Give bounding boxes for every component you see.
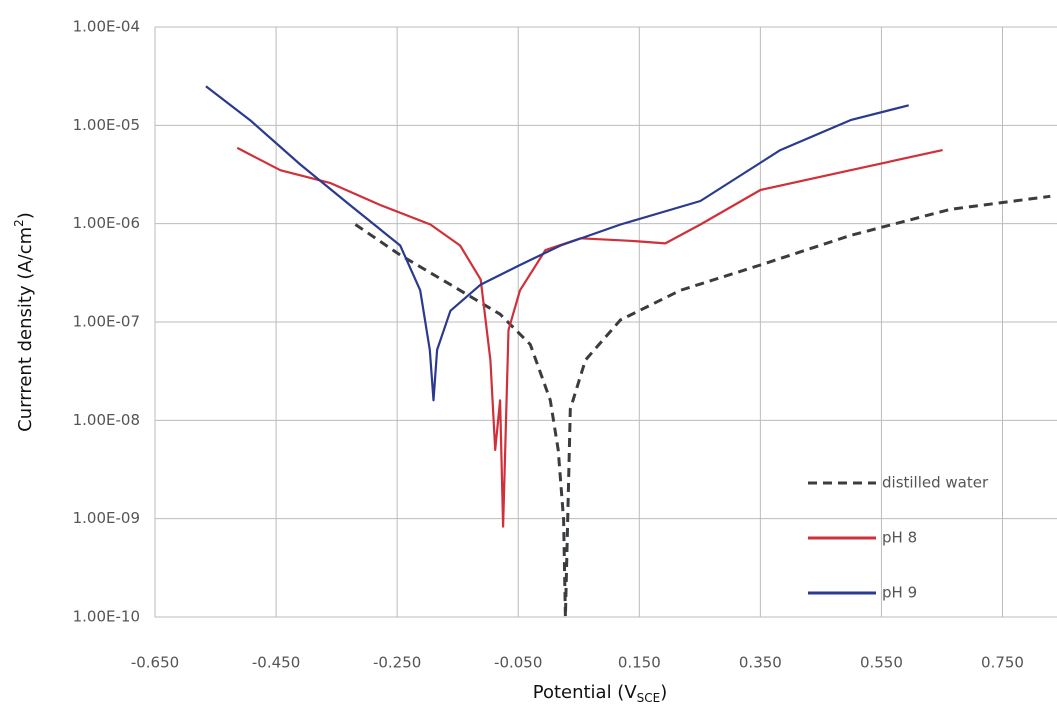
y-tick-label: 1.00E-08: [73, 411, 140, 429]
y-tick-label: 1.00E-05: [73, 116, 140, 134]
x-title-sub: SCE: [637, 691, 661, 705]
series-line: [237, 148, 942, 527]
y-axis-title: Currrent density (A/cm2): [12, 212, 37, 432]
x-title-text: Potential (V: [533, 682, 638, 703]
legend-label: distilled water: [882, 474, 989, 492]
x-tick-label: -0.050: [494, 654, 542, 672]
x-tick-label: -0.250: [373, 654, 421, 672]
legend-label: pH 8: [882, 529, 917, 547]
x-tick-label: 0.750: [981, 654, 1024, 672]
y-tick-label: 1.00E-10: [73, 608, 140, 626]
x-tick-label: -0.450: [252, 654, 300, 672]
x-tick-label: -0.650: [131, 654, 179, 672]
x-tick-label: 0.550: [860, 654, 903, 672]
y-tick-label: 1.00E-07: [73, 313, 140, 331]
y-title-end: ): [15, 212, 36, 219]
y-tick-label: 1.00E-06: [73, 214, 140, 232]
legend-label: pH 9: [882, 584, 917, 602]
x-tick-label: 0.150: [618, 654, 661, 672]
x-axis-title: Potential (VSCE): [533, 682, 668, 705]
series-line: [355, 196, 1050, 617]
series-line: [206, 86, 909, 400]
y-title-sup: 2: [12, 219, 26, 227]
x-tick-label: 0.350: [739, 654, 782, 672]
y-tick-label: 1.00E-09: [73, 509, 140, 527]
y-tick-label: 1.00E-04: [73, 18, 140, 36]
x-title-end: ): [660, 682, 667, 703]
y-title-text: Currrent density (A/cm: [15, 227, 36, 432]
chart: Potential (VSCE) Currrent density (A/cm2…: [0, 0, 1057, 712]
